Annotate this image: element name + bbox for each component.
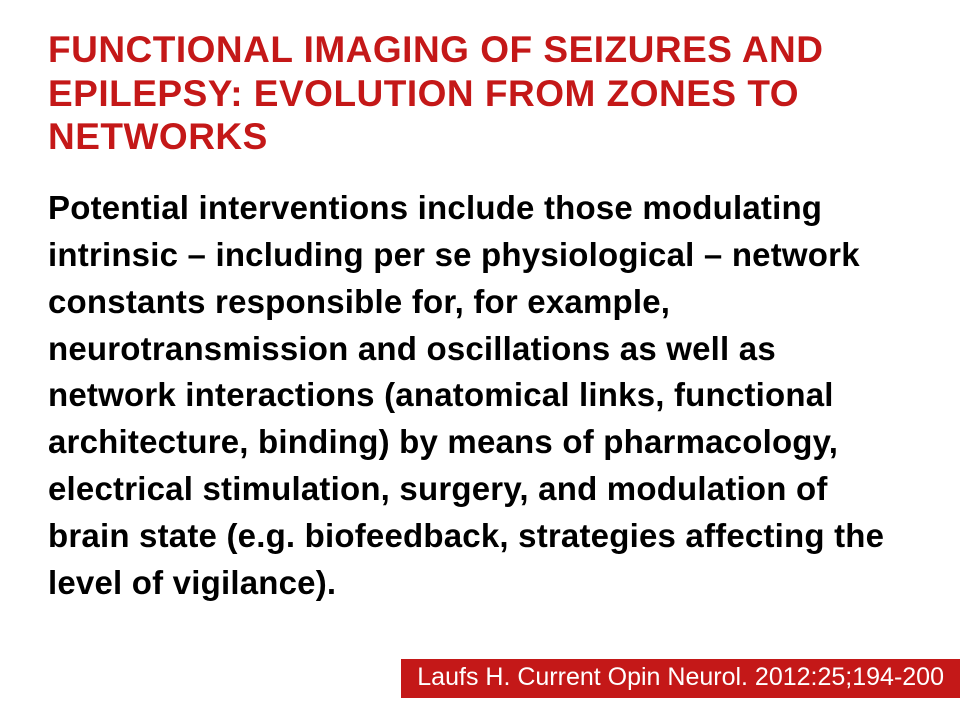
citation-bar: Laufs H. Current Opin Neurol. 2012:25;19… bbox=[0, 659, 960, 698]
slide-title: FUNCTIONAL IMAGING OF SEIZURES AND EPILE… bbox=[48, 28, 912, 159]
citation-text: Laufs H. Current Opin Neurol. 2012:25;19… bbox=[401, 659, 960, 698]
slide-body-text: Potential interventions include those mo… bbox=[48, 185, 912, 607]
slide: FUNCTIONAL IMAGING OF SEIZURES AND EPILE… bbox=[0, 0, 960, 720]
